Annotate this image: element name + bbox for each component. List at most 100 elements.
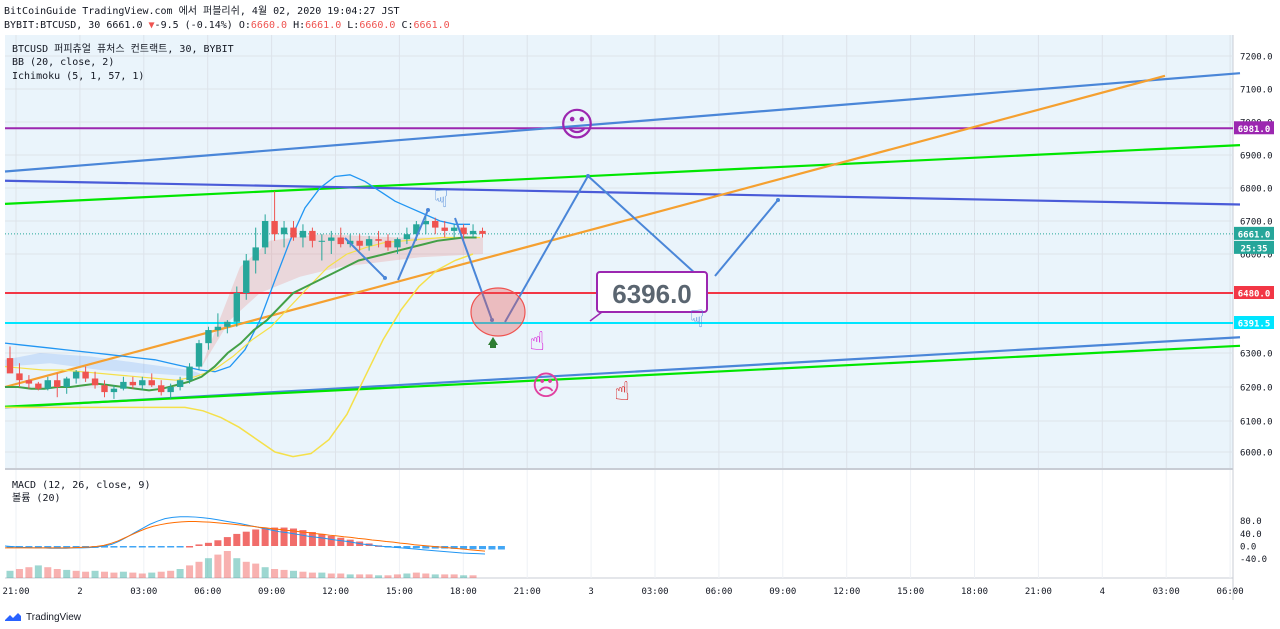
high-label: H: — [293, 20, 306, 31]
candle-body — [186, 366, 193, 381]
footer: TradingView — [4, 609, 81, 625]
pointing-hand-up-icon: ☝ — [529, 327, 545, 357]
candle-body — [233, 293, 240, 322]
price-callout[interactable]: 6396.0 — [589, 271, 708, 322]
candle-body — [365, 239, 373, 246]
time-tick-label: 06:00 — [194, 587, 221, 597]
green-channel-top — [4, 144, 1241, 205]
time-tick-label: 15:00 — [386, 587, 413, 597]
price-label-box — [1234, 121, 1274, 135]
volume-bar — [129, 572, 137, 578]
macd-histogram-bar — [34, 546, 42, 548]
orange-trend — [4, 74, 1166, 389]
time-tick-label: 4 — [1100, 587, 1105, 597]
arrow-segment — [714, 199, 779, 277]
candle-body — [214, 326, 222, 331]
price-label-text: 6480.0 — [1238, 290, 1271, 300]
volume-bar — [384, 575, 392, 578]
volume-bar — [252, 563, 260, 578]
legend-ichimoku: Ichimoku (5, 1, 57, 1) — [12, 71, 144, 82]
macd-tick-label: 0.0 — [1240, 543, 1256, 553]
volume-bar — [318, 572, 326, 578]
candle-body — [205, 330, 212, 344]
volume-bar — [271, 569, 279, 578]
macd-histogram-bar — [157, 546, 165, 548]
candle-body — [271, 221, 278, 235]
arrow-head — [490, 318, 494, 322]
macd-histogram-bar — [242, 531, 250, 546]
volume-bar — [15, 569, 23, 578]
navy-downtrend — [4, 179, 1241, 206]
macd-histogram-bar — [469, 546, 477, 550]
time-tick-label: 21:00 — [514, 587, 541, 597]
macd-pane — [4, 516, 505, 578]
price-tick-label: 6800.0 — [1240, 185, 1273, 195]
volume-bar — [308, 572, 316, 578]
volume-bar — [290, 570, 297, 578]
bb-upper-line — [4, 174, 470, 373]
candle-body — [6, 358, 14, 374]
volume-bar — [431, 574, 439, 578]
volume-bar — [393, 574, 401, 578]
volume-bar — [110, 572, 118, 578]
time-tick-label: 18:00 — [961, 587, 988, 597]
arrow-segment — [397, 209, 429, 281]
candle-body — [450, 227, 458, 231]
arrow-head — [586, 174, 590, 178]
candle-body — [54, 380, 61, 387]
time-tick-label: 3 — [588, 587, 593, 597]
candle-body — [252, 247, 259, 261]
macd-histogram-bar — [53, 546, 61, 548]
time-tick-label: 12:00 — [833, 587, 860, 597]
pointing-hand-down-icon: ☟ — [434, 185, 449, 213]
macd-histogram-bar — [252, 529, 260, 546]
ohlc-line: BYBIT:BTCUSD, 30 6661.0 ▼-9.5 (-0.14%) O… — [4, 19, 450, 33]
macd-histogram-bar — [299, 530, 307, 546]
publish-line: BitCoinGuide TradingView.com 에서 퍼블리쉬, 4월… — [4, 6, 400, 17]
macd-histogram-bar — [204, 542, 212, 546]
smiley-icon: ☺ — [559, 105, 594, 145]
volume-bar — [186, 565, 194, 578]
macd-histogram-bar — [327, 535, 335, 546]
volume-bar — [412, 572, 420, 578]
time-tick-label: 03:00 — [1153, 587, 1180, 597]
time-tick-label: 21:00 — [2, 587, 29, 597]
volume-bar — [450, 574, 458, 578]
price-tick-label: 6200.0 — [1240, 384, 1273, 394]
bb-lower-line — [5, 253, 474, 458]
candle-body — [422, 221, 429, 225]
macd-histogram-bar — [412, 546, 420, 549]
macd-histogram-bar — [233, 533, 241, 546]
macd-histogram-bar — [101, 546, 108, 548]
candles — [6, 191, 486, 399]
volume-bar — [223, 551, 231, 578]
macd-histogram-bar — [44, 546, 52, 548]
volume-bar — [204, 558, 212, 578]
open-value: 6660.0 — [250, 20, 288, 31]
candle-body — [120, 381, 127, 389]
candle-body — [384, 240, 392, 248]
candle-body — [110, 388, 118, 393]
candle-body — [318, 240, 326, 242]
candle-body — [403, 234, 411, 240]
open-label: O: — [238, 20, 251, 31]
time-axis[interactable]: 21:00 2 03:00 06:00 09:00 12:00 15:00 18:00 21:0… — [2, 587, 1243, 597]
volume-bar — [72, 570, 80, 578]
drawn-arrows — [344, 174, 780, 323]
candle-body — [148, 380, 155, 386]
volume-bar — [34, 565, 42, 578]
pointing-hand-red-icon: ☝ — [614, 377, 630, 407]
price-axis[interactable]: 7200.07100.07000.06900.06800.06700.06600… — [1234, 53, 1274, 566]
price-tick-label: 7200.0 — [1240, 53, 1273, 63]
macd-histogram-bar — [63, 546, 71, 548]
candle-body — [328, 237, 335, 241]
candle-body — [375, 239, 382, 241]
candle-body — [63, 378, 70, 387]
volume-bar — [422, 573, 430, 578]
time-tick-label: 09:00 — [258, 587, 285, 597]
volume-bar — [91, 570, 99, 578]
volume-bar — [242, 561, 250, 578]
chart-header: BitCoinGuide TradingView.com 에서 퍼블리쉬, 4월… — [4, 5, 450, 33]
volume-bar — [44, 567, 52, 578]
